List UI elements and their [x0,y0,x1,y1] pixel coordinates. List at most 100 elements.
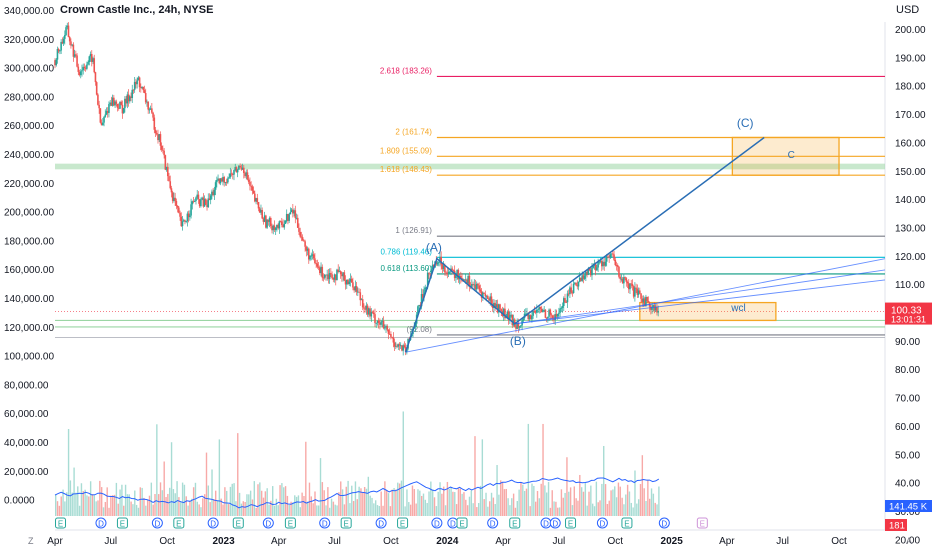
candle-body [298,227,300,232]
candle-body [76,55,78,67]
volume-bar [248,494,250,516]
volume-bar [367,476,370,516]
wave-label: (B) [510,334,526,348]
dividend-marker-letter: D [378,520,384,529]
candle-body [569,287,571,294]
x-axis-tick: Jul [104,536,117,547]
candle-body [87,61,89,65]
candle-body [218,178,221,184]
volume-bar [374,500,377,516]
volume-bar [626,484,629,516]
volume-bar [643,488,645,516]
candle-body [479,289,482,292]
volume-bar [529,506,531,516]
candle-body [203,199,206,207]
volume-bar [363,486,366,516]
candle-body [371,311,374,313]
volume-bar [500,480,502,516]
candle-body [240,167,243,170]
candle-body [83,66,86,68]
candle-body [124,98,126,109]
left-axis-tick: 180,000.00 [4,236,54,247]
volume-bar [181,482,184,516]
volume-bar [71,492,73,516]
candle-body [106,111,109,113]
x-axis-tick: 2024 [436,536,459,547]
volume-bar [306,501,309,516]
volume-bar [422,493,425,516]
volume-bar [606,503,609,516]
candle-body [70,41,72,46]
candle-body [650,306,652,310]
volume-bar [294,495,296,516]
candle-body [402,345,404,351]
candle-body [81,70,83,72]
candle-body [159,134,162,146]
volume-bar [496,465,498,516]
candle-body [225,182,228,183]
candle-body [214,182,217,190]
right-axis-tick: 60.00 [895,422,920,433]
volume-bar [242,501,244,516]
volume-bar [393,488,395,516]
candle-body [77,66,80,72]
volume-bar [387,493,390,516]
candle-body [320,266,322,274]
candle-body [190,204,192,216]
candle-body [548,309,550,317]
right-axis-tick: 50.00 [895,450,920,461]
volume-bar [443,486,445,516]
candle-body [591,267,593,276]
volume-bar [88,496,90,516]
volume-bar [577,500,579,516]
dividend-marker [151,517,163,529]
volume-bar [86,495,88,516]
candle-body [474,284,477,290]
right-axis-tick: 160.00 [895,138,926,149]
volume-bar [522,484,524,516]
volume-bar [571,505,574,516]
candle-body [79,71,82,76]
left-axis-tick: 140,000.00 [4,294,54,305]
candle-body [636,288,639,295]
volume-bar [625,494,627,516]
volume-bar [123,505,125,516]
candle-body [418,305,420,307]
candle-body [121,104,124,114]
x-axis-tick: Apr [495,536,511,547]
volume-bar [376,505,379,516]
dividend-marker [375,517,387,529]
candle-body [309,255,311,260]
candle-body [540,308,543,313]
volume-bar [417,489,419,516]
volume-bar [511,498,513,516]
volume-bar [408,502,410,516]
x-axis-tick: Apr [271,536,287,547]
volume-bar [73,467,75,516]
earnings-marker [397,517,409,529]
volume-bar [509,505,511,516]
candle-body [176,205,179,208]
candle-body [60,41,62,51]
volume-bar [67,429,70,516]
volume-bar [619,486,621,516]
volume-bar [244,501,246,516]
volume-bar [380,491,382,516]
volume-bar [112,495,114,516]
candle-body [544,309,547,318]
candle-body [178,207,180,213]
candle-body [254,193,256,202]
candle-body [374,314,376,323]
volume-bar [580,487,583,516]
candle-body [520,325,522,327]
candle-body [332,278,335,280]
candle-body [319,267,321,274]
candle-body [243,167,245,174]
candle-body [263,215,266,222]
volume-bar [84,489,86,516]
candle-body [233,170,235,175]
candle-body [500,309,503,311]
candle-body [252,190,255,194]
volume-bar [213,499,215,516]
